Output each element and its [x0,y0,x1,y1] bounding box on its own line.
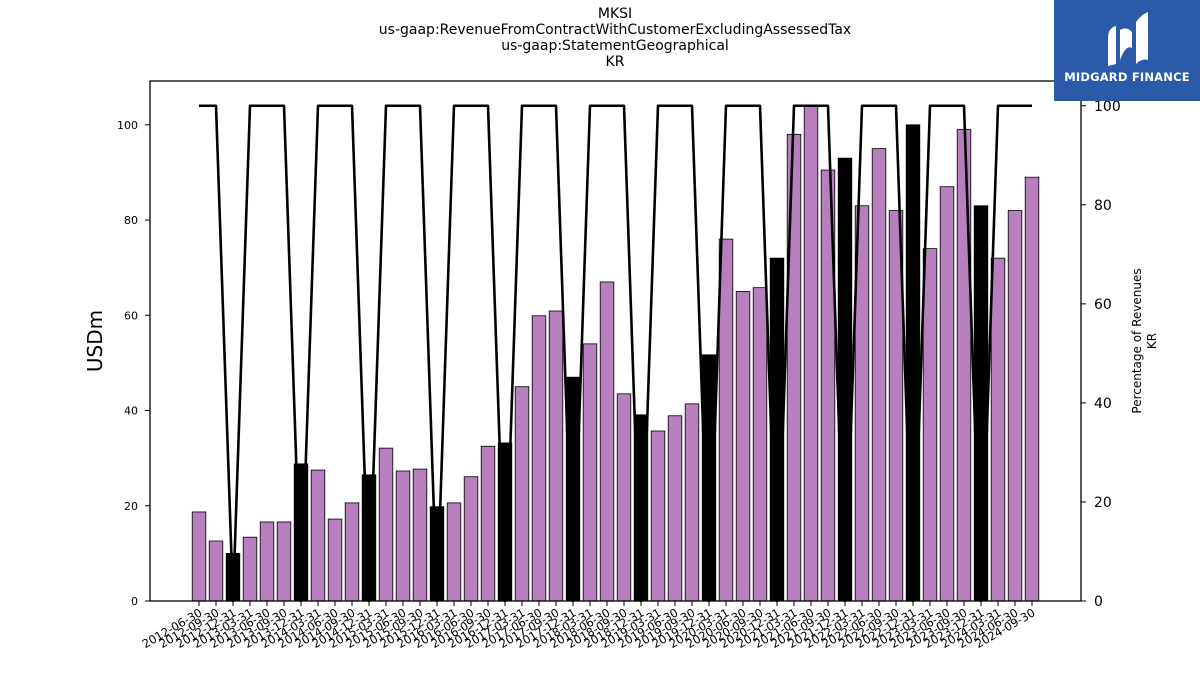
bar [276,521,292,602]
y2-axis-label: Percentage of Revenues [1130,268,1144,413]
bar [412,468,428,602]
y2-tick-label: 60 [1094,297,1112,313]
y-tick-label: 40 [124,405,138,418]
y-tick-label: 0 [131,595,138,608]
bar [684,403,700,602]
bar [616,393,632,602]
bar [208,540,224,602]
y-tick-label: 60 [124,309,138,322]
bar [599,281,615,602]
chart-labels: USDm Percentage of Revenues KR [83,268,1159,413]
bar [327,518,343,602]
bar [310,469,326,602]
y2-axis-label-member: KR [1145,333,1159,349]
chart-axes: 0204060801000204060801002012-06-302012-0… [117,80,1121,651]
y2-tick-label: 40 [1094,396,1112,412]
bar [463,476,479,602]
bar [922,248,938,602]
y-tick-label: 80 [124,214,138,227]
bar [939,186,955,602]
midgard-logo-icon [1108,12,1148,66]
y2-tick-label: 100 [1094,99,1121,115]
percentage-line [199,104,1032,603]
bar [871,148,887,602]
plot-frame [149,80,1082,602]
bar [803,105,819,602]
bar [1007,210,1023,602]
bar [973,205,989,602]
bar [259,521,275,602]
chart-title-member: KR [605,54,625,70]
bar [667,415,683,602]
bar [650,430,666,602]
bar-series [191,105,1040,602]
bar [752,287,768,602]
bar [786,133,802,602]
midgard-finance-logo: MIDGARD FINANCE [1054,0,1200,101]
bar [191,511,207,602]
bar [718,238,734,602]
bar [837,157,853,602]
bar [1024,176,1040,602]
bar [344,502,360,602]
bar [395,470,411,602]
bar [905,124,921,602]
bar [514,386,530,602]
bar [531,315,547,602]
y-tick-label: 100 [117,119,138,132]
bar [548,310,564,602]
chart-title-ticker: MKSI [597,6,633,22]
bar [735,291,751,602]
y2-tick-label: 80 [1094,198,1112,214]
chart-titles: MKSI us-gaap:RevenueFromContractWithCust… [0,6,1200,70]
chart-title-axis: us-gaap:StatementGeographical [501,38,729,54]
bar [956,129,972,602]
logo-text: MIDGARD FINANCE [1064,70,1190,84]
bar [446,502,462,602]
y-axis-label: USDm [83,310,107,372]
chart-title-concept: us-gaap:RevenueFromContractWithCustomerE… [378,22,852,38]
bar [582,343,598,602]
percentage-series [199,104,1032,603]
y-tick-label: 20 [124,500,138,513]
bar [378,447,394,602]
y2-tick-label: 20 [1094,495,1112,511]
bar [480,445,496,602]
bar [242,536,258,602]
y2-tick-label: 0 [1094,594,1103,610]
bar [990,257,1006,602]
